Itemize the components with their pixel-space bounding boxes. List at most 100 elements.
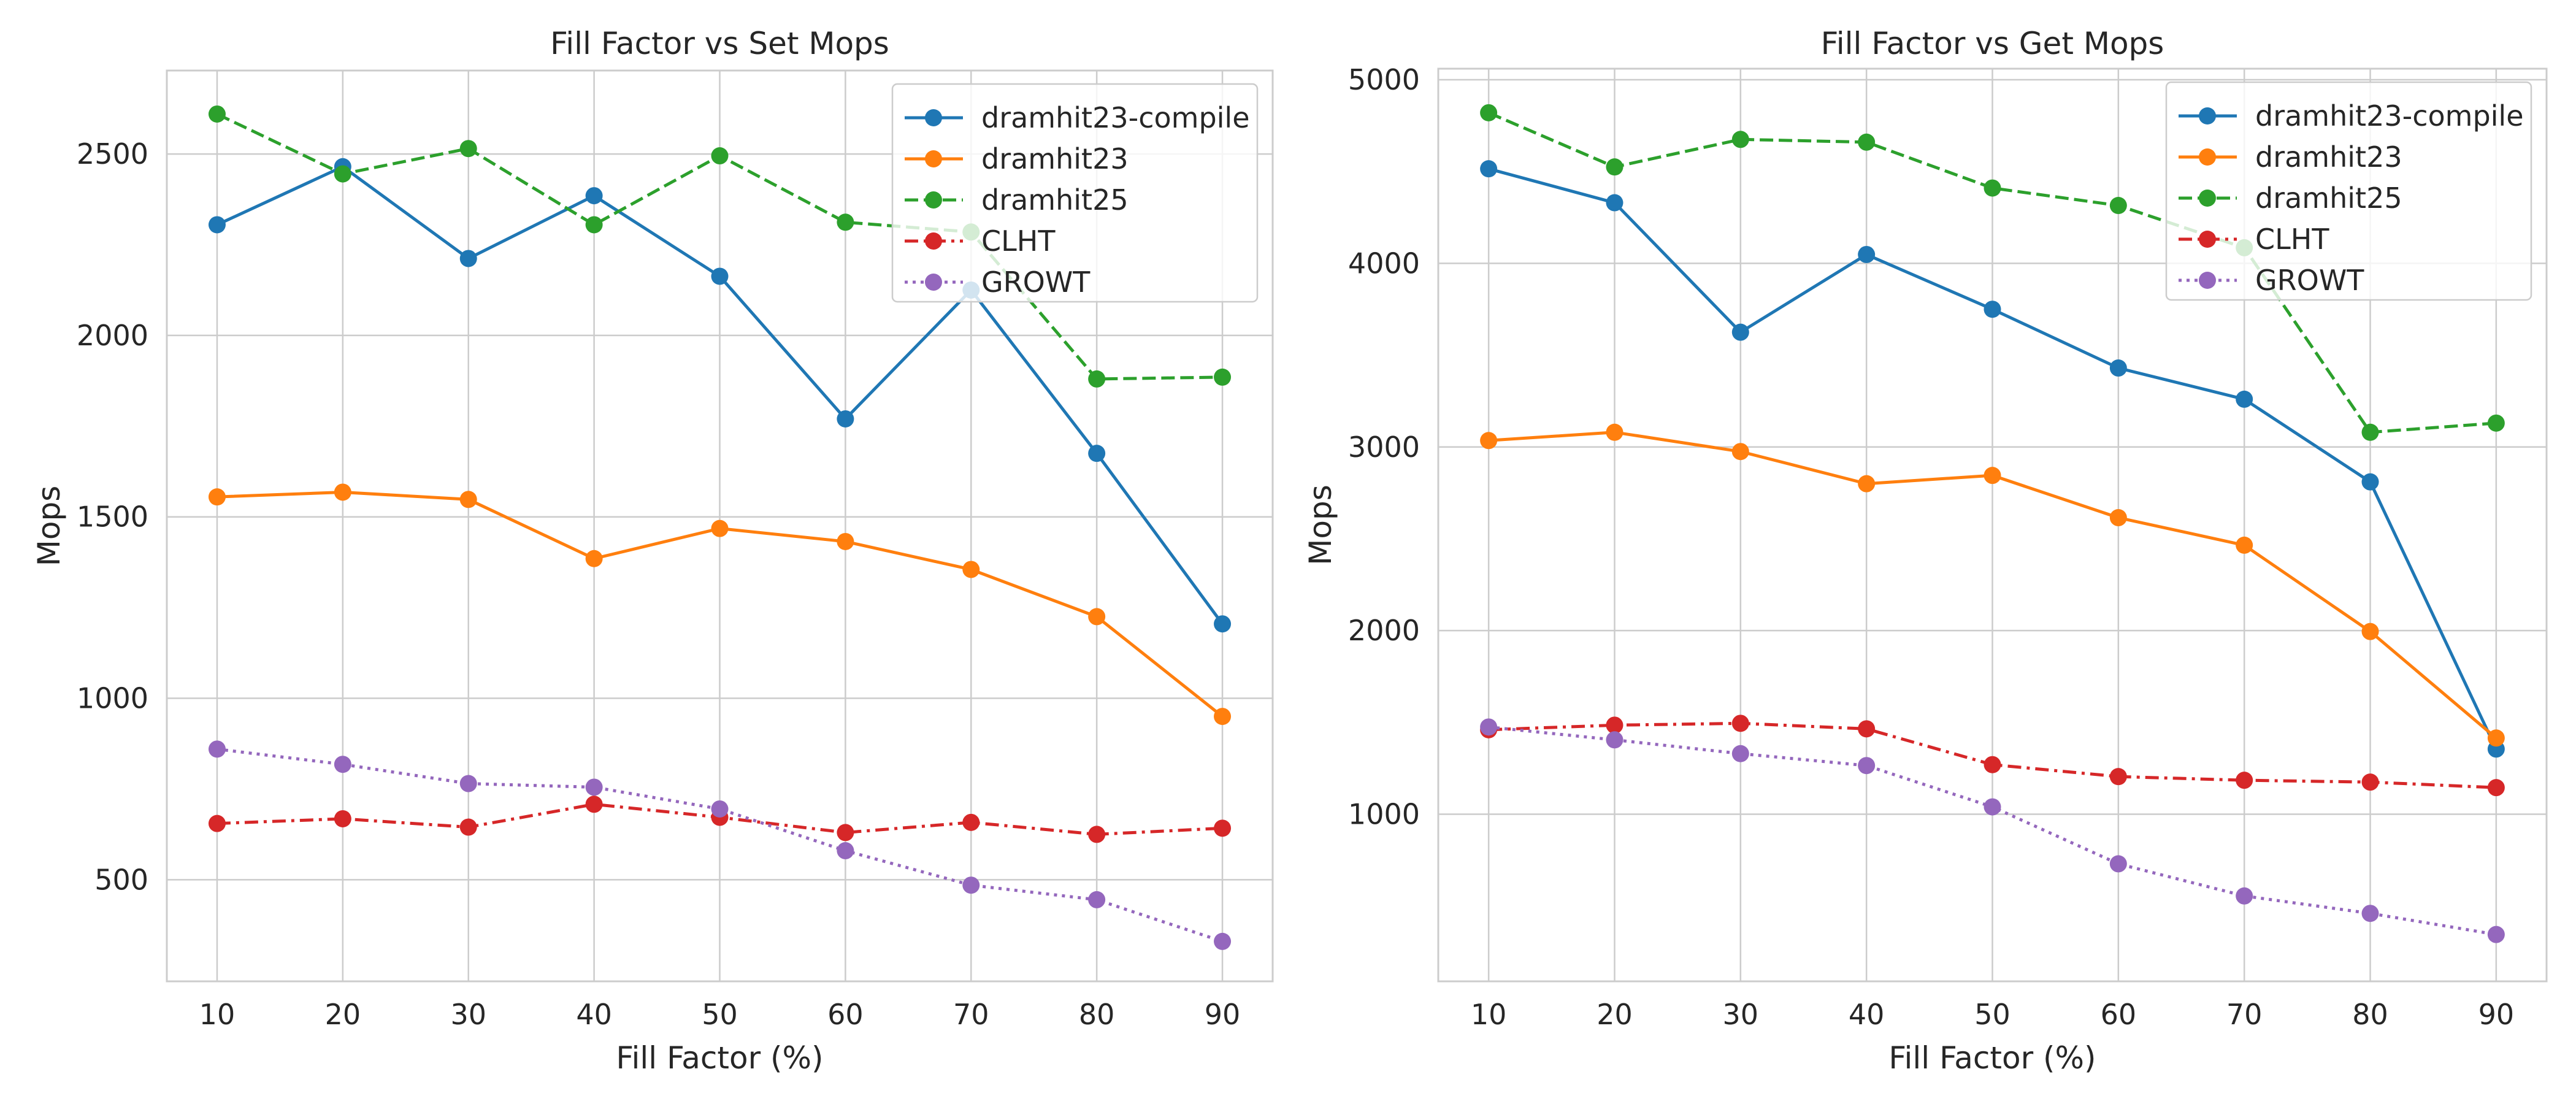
data-point [1480,432,1498,450]
legend-label: dramhit25 [981,183,1129,217]
data-point [1606,716,1623,734]
data-point [1858,475,1876,493]
x-tick-label: 30 [1723,998,1759,1031]
y-tick-label: 4000 [1348,247,1420,280]
data-point [711,267,729,285]
y-tick-label: 2000 [1348,614,1420,647]
data-point [1214,819,1232,837]
x-tick-label: 70 [2226,998,2263,1031]
data-point [2361,773,2379,791]
plot-area-frame [1437,67,2548,983]
data-point [1480,718,1498,736]
data-point [2361,905,2379,922]
data-point [1606,158,1623,176]
legend-label: CLHT [2255,223,2329,256]
data-point [1088,826,1106,843]
y-axis-label: Mops [1303,485,1338,565]
data-point [837,842,854,860]
chart-title: Fill Factor vs Set Mops [550,26,889,61]
legend-label: CLHT [981,224,1056,258]
data-point [1858,133,1876,151]
data-point [2109,768,2127,786]
data-point [1984,756,2001,773]
data-point [2236,772,2253,789]
data-point [1858,245,1876,263]
data-point [2361,423,2379,441]
data-point [962,813,980,831]
data-point [1606,423,1623,441]
data-point [2487,926,2505,943]
data-point [962,876,980,894]
data-point [2487,414,2505,432]
data-point [711,147,729,165]
data-point [459,250,477,267]
data-point [585,795,603,813]
y-tick-label: 500 [94,863,148,896]
data-point [1606,731,1623,749]
data-point [208,740,226,758]
legend-box [2165,81,2532,301]
data-point [2109,509,2127,527]
data-point [585,550,603,567]
legend-label: dramhit23-compile [2255,99,2524,132]
legend-swatch-marker [925,150,942,167]
x-tick-label: 10 [199,998,236,1031]
data-point [334,165,351,183]
y-tick-label: 1500 [77,500,148,534]
y-tick-label: 1000 [1348,798,1420,831]
data-point [2236,887,2253,905]
data-point [2109,359,2127,377]
data-point [334,483,351,501]
data-point [1731,745,1749,762]
legend-swatch-marker [925,109,942,126]
data-point [459,818,477,836]
x-tick-label: 20 [325,998,361,1031]
legend-label: GROWT [981,266,1091,299]
x-tick-label: 80 [1079,998,1115,1031]
data-point [2361,623,2379,640]
data-point [459,140,477,158]
data-point [1984,467,2001,485]
legend-swatch-marker [925,232,942,250]
data-point [1984,179,2001,197]
data-point [837,410,854,427]
x-tick-label: 80 [2352,998,2388,1031]
x-tick-label: 40 [576,998,612,1031]
legend-label: dramhit25 [2255,182,2402,215]
legend-swatch-marker [2199,148,2216,166]
data-point [208,815,226,832]
data-point [1088,370,1106,388]
legend-label: dramhit23 [2255,140,2402,174]
data-point [711,800,729,818]
data-point [585,187,603,205]
data-point [837,824,854,841]
get-mops-chart: 10 20 30 40 50 60 70 80 90 1000 2000 3000 4000 5000 Fi… [1303,26,2548,1076]
data-point [1214,932,1232,950]
x-tick-label: 60 [2101,998,2137,1031]
legend-label: GROWT [2255,264,2364,297]
data-point [2487,729,2505,747]
legend-swatch-marker [2199,107,2216,125]
data-point [1480,104,1498,121]
legend-label: dramhit23 [981,142,1129,175]
data-point [2236,536,2253,554]
series-line-growt [217,747,1223,943]
data-point [1088,608,1106,626]
data-point [1984,798,2001,816]
data-point [585,778,603,796]
data-point [1731,715,1749,732]
data-point [585,216,603,234]
legend-box [891,83,1259,303]
data-point [1984,301,2001,318]
data-point [459,775,477,792]
x-tick-label: 50 [1974,998,2011,1031]
x-axis-label: Fill Factor (%) [616,1040,823,1076]
y-tick-label: 2500 [77,137,148,171]
data-point [1731,131,1749,148]
data-point [2236,390,2253,408]
data-point [1606,194,1623,212]
data-point [208,105,226,123]
data-point [459,491,477,508]
data-point [1214,615,1232,633]
data-point [2487,779,2505,797]
